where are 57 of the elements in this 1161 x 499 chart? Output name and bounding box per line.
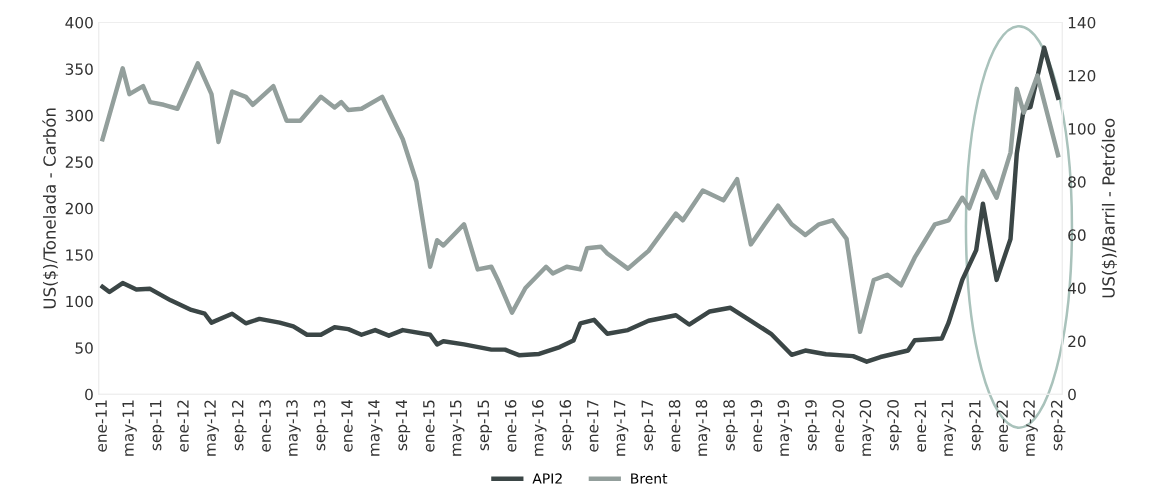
x-tick-label: ene-15 [423,400,435,452]
y2-tick-label: 40 [1067,282,1086,295]
x-tick-label: may-13 [286,400,301,456]
x-tick-label: may-20 [859,400,875,456]
x-tick-label: ene-16 [504,400,517,452]
y2-tick-label: 140 [1068,16,1096,29]
y-tick-label: 0 [85,388,93,401]
x-tick-label: ene-20 [832,400,845,452]
x-tick-label: sep-17 [641,400,656,451]
y-tick-label: 250 [65,156,93,168]
x-tick-label: ene-12 [177,400,189,452]
x-tick-label: sep-22 [1050,400,1066,451]
x-tick-label: sep-21 [969,400,984,451]
x-tick-label: ene-14 [341,399,353,452]
y-tick-label: 200 [65,202,93,215]
y2-axis-title: US($)/Barril - Petróleo [1101,118,1118,298]
y-tick-label: 300 [65,109,93,122]
x-tick-label: ene-13 [259,400,271,452]
x-tick-label: may-22 [1023,400,1038,456]
x-tick-label: sep-13 [313,400,329,451]
x-tick-label: sep-20 [887,400,902,451]
x-tick-label: may-15 [450,400,465,456]
x-tick-label: sep-16 [559,400,575,451]
x-tick-label: sep-18 [723,400,738,451]
y2-tick-label: 80 [1068,176,1086,188]
y-tick-label: 100 [66,295,93,308]
legend-label: Brent [631,473,668,484]
y-tick-label: 50 [75,342,93,354]
x-tick-label: may-21 [941,400,957,456]
x-tick-label: sep-11 [150,400,165,451]
x-tick-label: sep-15 [477,400,493,451]
legend-label: API2 [532,473,562,484]
y-tick-label: 150 [66,249,93,261]
x-tick-label: may-14 [368,399,383,456]
x-tick-label: may-12 [204,400,219,456]
x-tick-label: ene-19 [750,400,763,452]
y2-tick-label: 100 [1068,123,1096,135]
y2-tick-label: 60 [1068,229,1086,241]
x-tick-label: may-18 [695,400,711,456]
x-tick-label: ene-17 [587,400,599,452]
x-tick-label: ene-21 [914,400,927,452]
x-tick-label: ene-11 [95,400,107,452]
y-axis-title: US($)/Tonelada - Carbón [42,108,59,309]
x-tick-label: may-19 [777,400,793,456]
x-tick-label: may-17 [614,400,629,456]
x-tick-label: ene-22 [996,400,1008,452]
x-tick-label: may-16 [532,400,547,456]
y2-tick-label: 20 [1068,335,1086,348]
y2-tick-label: 120 [1068,70,1096,82]
y2-tick-label: 0 [1068,388,1076,401]
x-tick-label: sep-19 [805,400,820,451]
x-tick-label: sep-12 [231,400,247,451]
y-tick-label: 400 [65,16,93,29]
x-tick-label: ene-18 [668,400,681,452]
x-tick-label: sep-14 [395,399,411,451]
y-tick-label: 350 [65,63,93,75]
x-tick-label: may-11 [122,400,137,456]
